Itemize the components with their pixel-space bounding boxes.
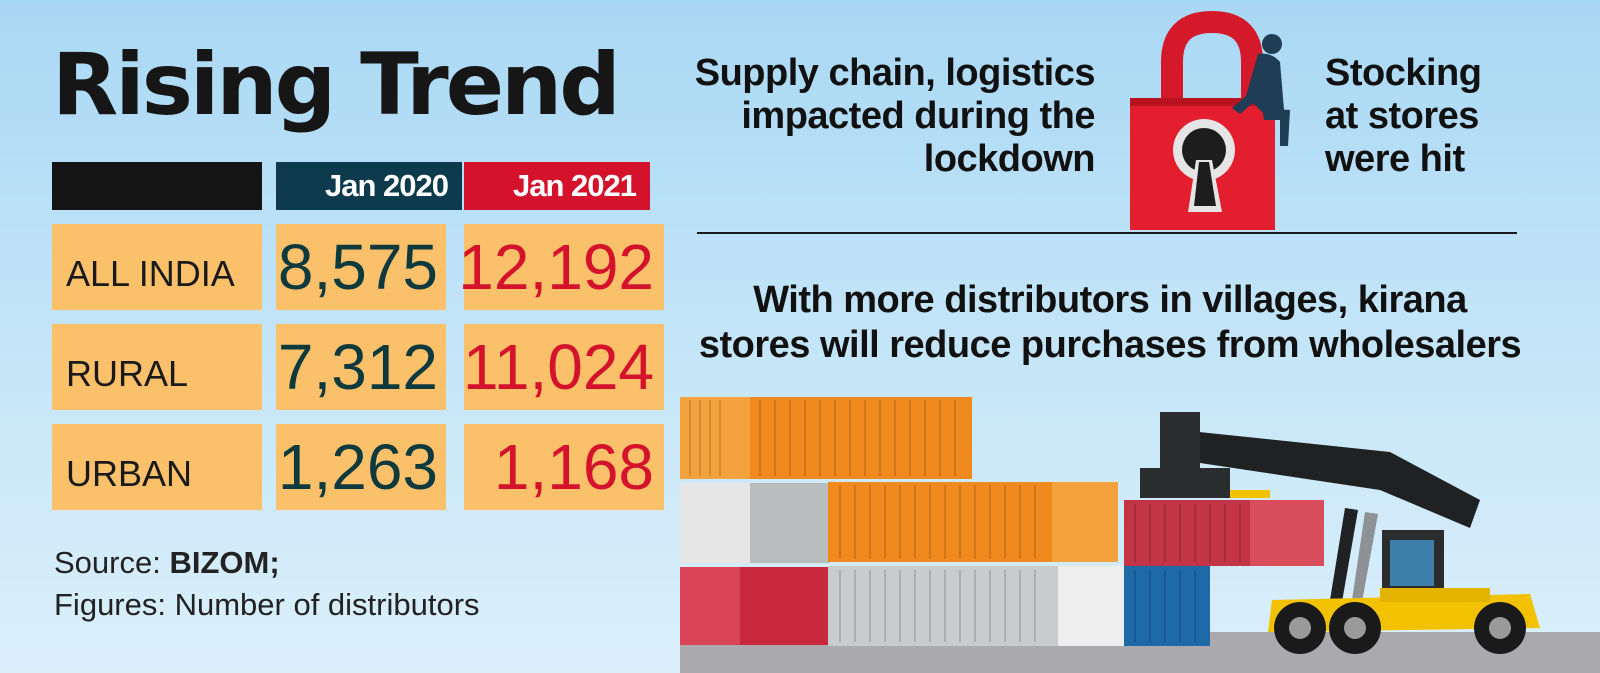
supply-chain-note-line: Supply chain, logistics [694,52,1096,94]
sitting-person-icon [1232,34,1290,146]
value-rural-jan-2021: 11,024 [463,324,664,410]
stocking-note-line: Stocking [1325,52,1482,94]
stocking-note-line: were hit [1325,137,1465,180]
padlock-icon [1130,10,1275,230]
supply-chain-note: Supply chain, logistics impacted during … [694,52,1096,181]
source-name: BIZOM; [169,545,280,580]
column-header-jan-2021: Jan 2021 [464,162,650,210]
row-label-all-india: ALL INDIA [52,224,262,310]
value-all-india-jan-2021: 12,192 [458,224,664,310]
kirana-headline-line: stores will reduce purchases from wholes… [698,323,1522,366]
divider-line [697,232,1517,234]
value-all-india-jan-2020: 8,575 [276,224,446,310]
figures-note: Figures: Number of distributors [54,586,480,622]
reach-stacker-crane [1140,412,1540,654]
table-header-blank [52,162,262,210]
value-urban-jan-2021: 1,168 [464,424,664,510]
row-label-rural: RURAL [52,324,262,410]
row-label-urban: URBAN [52,424,262,510]
stocking-note: Stocking at stores were hit [1325,52,1482,181]
chart-title: Rising Trend [52,35,621,135]
value-rural-jan-2020: 7,312 [276,324,446,410]
value-urban-jan-2020: 1,263 [276,424,446,510]
supply-chain-note-line: impacted during the [741,94,1095,137]
supply-chain-note-line: lockdown [923,137,1096,180]
kirana-headline-line: With more distributors in villages, kira… [753,279,1467,321]
stocking-note-line: at stores [1325,94,1479,137]
column-header-jan-2020: Jan 2020 [276,162,462,210]
source-note: Source: BIZOM; Figures: Number of distri… [54,542,480,626]
kirana-headline: With more distributors in villages, kira… [690,278,1530,368]
source-prefix: Source: [54,545,170,580]
container-stack [680,397,1324,646]
